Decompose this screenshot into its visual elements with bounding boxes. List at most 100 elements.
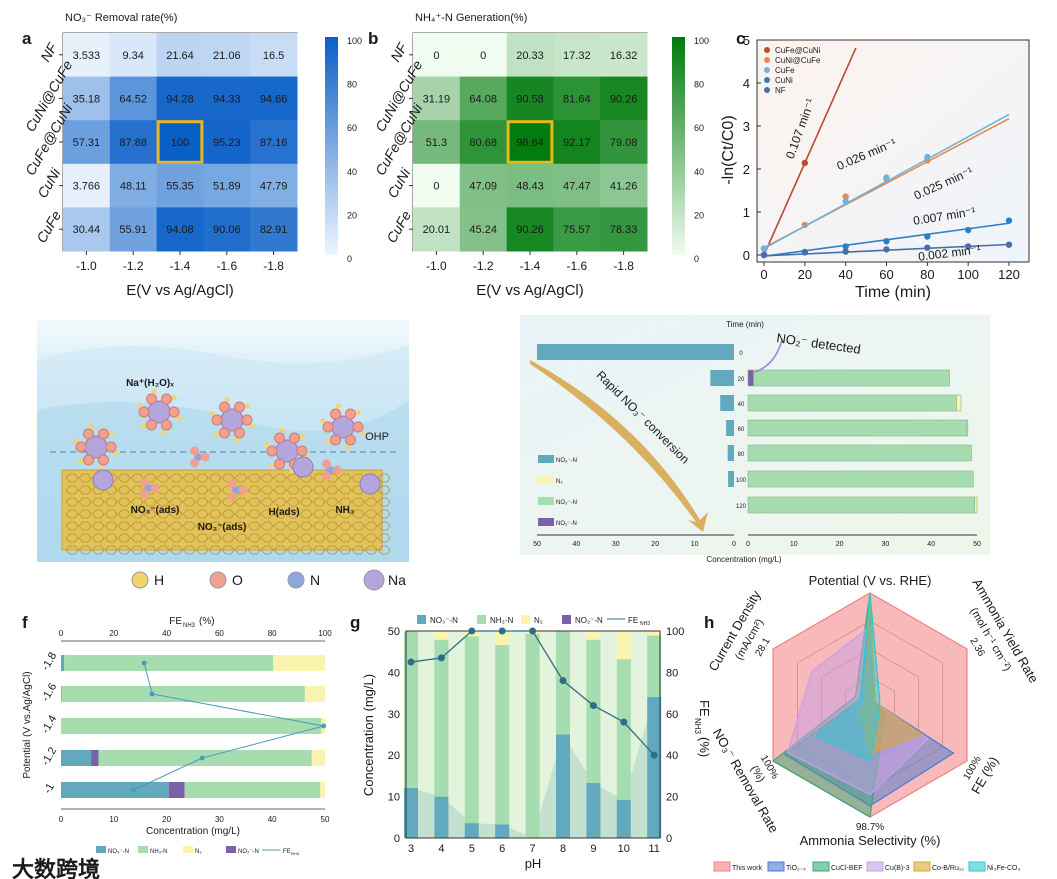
lattice-cell <box>195 485 209 495</box>
water-hydrogen <box>279 428 285 434</box>
cell-value: 79.08 <box>610 137 638 149</box>
lattice-cell <box>351 521 365 531</box>
heatmap-cell <box>506 33 554 78</box>
highlight-box <box>156 120 204 164</box>
lattice-cell <box>104 545 118 555</box>
cell-value: 21.06 <box>213 50 241 62</box>
cell-value: 95.23 <box>213 137 241 149</box>
stacked-bar-segment <box>586 631 601 640</box>
lattice-cell <box>221 473 235 483</box>
x-tick-label: -1.4 <box>520 259 541 273</box>
oxygen-atom <box>332 465 342 475</box>
fe-point <box>199 755 205 761</box>
panel-label-a: a <box>22 29 32 48</box>
cell-value: 92.17 <box>563 137 591 149</box>
lattice-cell <box>338 533 352 543</box>
lattice-cell <box>364 533 378 543</box>
sodium-ion <box>359 473 381 495</box>
cell-value: 16.5 <box>263 50 284 62</box>
x-axis-label: E(V vs Ag/AgCl) <box>126 282 234 299</box>
heatmap-cell <box>459 33 508 78</box>
lattice-cell <box>273 533 287 543</box>
stacked-bar-segment <box>304 686 325 702</box>
water-hydrogen <box>161 429 167 435</box>
heatmap-cell <box>203 120 251 165</box>
legend-swatch <box>538 518 554 526</box>
lattice-cell <box>299 485 313 495</box>
x-tick-label: 8 <box>560 843 566 855</box>
heatmap-title: NH₄⁺-N Generation(%) <box>415 12 527 24</box>
cell-value: 3.533 <box>73 50 101 62</box>
legend-swatch <box>767 861 785 872</box>
lattice-cell <box>156 473 170 483</box>
legend-swatch <box>562 615 571 624</box>
heatmap-cell <box>109 33 158 78</box>
fe-point <box>141 660 147 666</box>
oxygen-atom <box>321 471 331 481</box>
lattice-cell <box>312 533 326 543</box>
legend-label: FE <box>628 616 638 625</box>
lattice-cell <box>247 521 261 531</box>
lattice-cell <box>182 485 196 495</box>
water-hydrogen <box>214 431 220 437</box>
radar-axis-max: 98.7% <box>856 822 884 833</box>
water-oxygen <box>168 406 180 418</box>
fe-axis-label-sub: NH3 <box>183 623 196 629</box>
heatmap-cell <box>459 207 508 252</box>
lattice-cell <box>260 485 274 495</box>
heatmap-cell <box>553 163 601 208</box>
time-label: 80 <box>738 452 745 458</box>
x-tick-label: -1.6 <box>566 259 587 273</box>
x-tick-label: 10 <box>691 541 699 548</box>
stacked-bar-segment <box>434 631 449 640</box>
legend-swatch <box>812 861 830 872</box>
lattice-cell <box>273 473 287 483</box>
heatmap-cell <box>600 76 648 121</box>
heatmap-cell <box>506 163 554 208</box>
water-hydrogen <box>209 411 215 417</box>
cell-value: 94.66 <box>260 93 288 105</box>
nitrite-ads-label: NO₂⁻(ads) <box>198 522 247 533</box>
heatmap-cell <box>553 207 601 252</box>
water-hydrogen <box>113 450 119 456</box>
top-tick-label: 100 <box>318 629 332 638</box>
water-hydrogen <box>141 423 147 429</box>
cell-value: 3.766 <box>73 181 101 193</box>
fe-point <box>131 787 137 793</box>
legend-label: NO₃⁻-N <box>556 500 577 506</box>
stacked-bar-segment <box>616 659 631 800</box>
lattice-cell <box>91 545 105 555</box>
lattice-cell <box>65 497 79 507</box>
heatmap-cell <box>413 163 461 208</box>
y2-tick-label: 60 <box>666 709 678 721</box>
nitrate-bar <box>726 420 734 436</box>
heatmap-cell <box>506 207 554 252</box>
x-tick-label: 5 <box>469 843 475 855</box>
water-hydrogen <box>335 404 341 410</box>
heatmap-cell <box>203 207 251 252</box>
heatmap-cell <box>109 120 158 165</box>
lattice-cell <box>182 533 196 543</box>
data-point <box>760 251 768 259</box>
lattice-cell <box>195 497 209 507</box>
heatmap-cell <box>63 207 111 252</box>
lattice-cell <box>377 533 391 543</box>
fit-line <box>763 47 857 256</box>
y-tick-label: 5 <box>743 33 750 48</box>
time-label: 20 <box>738 377 745 383</box>
x-axis-label: pH <box>525 856 542 871</box>
cell-value: 82.91 <box>260 224 288 236</box>
x-tick-label: 40 <box>927 541 935 548</box>
water-oxygen <box>296 445 308 457</box>
cell-value: 55.91 <box>119 224 147 236</box>
stacked-bar-segment <box>311 750 325 766</box>
heatmap-cell <box>459 163 508 208</box>
lattice-cell <box>208 497 222 507</box>
nitrate-bar <box>720 395 734 411</box>
radar-axis-label: Ammonia Selectivity (%) <box>800 833 941 848</box>
data-point <box>1005 217 1013 224</box>
lattice-cell <box>299 545 313 555</box>
lattice-cell <box>299 497 313 507</box>
lattice-cell <box>156 497 170 507</box>
